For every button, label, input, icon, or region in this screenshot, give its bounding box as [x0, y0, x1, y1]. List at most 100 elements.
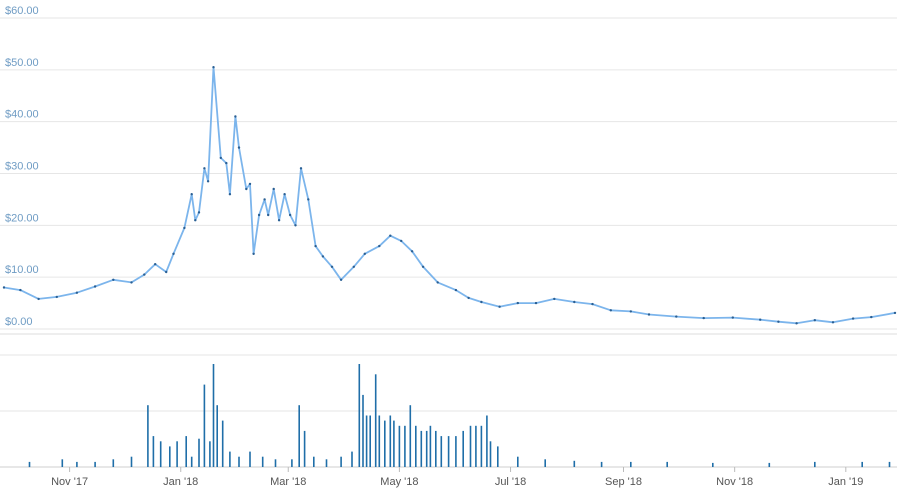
y-tick-label: $20.00 [5, 212, 39, 224]
price-point [314, 244, 317, 248]
price-series [2, 66, 897, 325]
volume-bar [130, 456, 133, 467]
volume-bar [369, 415, 371, 467]
volume-bar [440, 436, 443, 467]
price-point [321, 255, 325, 258]
price-point [675, 315, 678, 318]
volume-bar [147, 405, 149, 467]
price-point [263, 198, 266, 201]
price-point [851, 317, 855, 320]
price-point [516, 301, 519, 305]
volume-bar [351, 451, 353, 467]
price-point [410, 250, 414, 253]
volume-bar [420, 430, 423, 467]
volume-bar [159, 441, 162, 468]
volume-bar [429, 425, 432, 467]
volume-bar [393, 420, 395, 467]
volume-bar [389, 415, 392, 467]
volume-bar [190, 456, 193, 467]
price-point [647, 313, 651, 316]
price-point [454, 288, 458, 292]
volume-bar [313, 456, 315, 467]
volume-bar [462, 430, 464, 467]
volume-bar [768, 462, 771, 467]
price-point [893, 311, 897, 315]
volume-bar [425, 430, 428, 467]
x-tick-label: Nov '18 [716, 476, 753, 488]
price-point [194, 219, 197, 222]
volume-bars [28, 364, 891, 468]
volume-bar [249, 451, 251, 467]
volume-bar [489, 441, 492, 468]
volume-bar [229, 451, 231, 467]
volume-bar [600, 461, 603, 468]
volume-bar [176, 441, 178, 468]
volume-bar [814, 461, 816, 468]
volume-bar [212, 364, 215, 467]
volume-bar [238, 456, 240, 467]
price-point [534, 301, 538, 305]
price-point [436, 281, 439, 284]
volume-bar [480, 425, 483, 467]
price-point [573, 300, 576, 304]
price-point [172, 252, 175, 255]
volume-bar [630, 461, 632, 468]
volume-bar [76, 461, 78, 468]
volume-bar [169, 446, 171, 467]
price-point [75, 291, 79, 294]
price-point [629, 310, 632, 313]
price-point [37, 297, 40, 301]
x-tick-label: Jan '19 [828, 476, 863, 488]
volume-bar [517, 456, 519, 467]
volume-bar [861, 461, 863, 468]
price-point [19, 288, 22, 292]
volume-bar [216, 405, 218, 467]
x-tick-label: May '18 [380, 476, 418, 488]
volume-bar [28, 461, 31, 468]
x-tick-label: Nov '17 [51, 476, 88, 488]
volume-bar [409, 405, 412, 467]
price-point [352, 265, 355, 268]
volume-bar [221, 420, 224, 467]
price-point [777, 320, 780, 323]
price-point [299, 167, 303, 170]
volume-bar [209, 441, 211, 468]
price-point [165, 270, 168, 274]
price-point [307, 198, 310, 201]
x-tick-label: Jan '18 [163, 476, 198, 488]
price-point [831, 321, 835, 324]
price-point [795, 322, 798, 325]
price-point [206, 180, 210, 183]
price-point [225, 161, 228, 165]
y-tick-label: $60.00 [5, 5, 39, 17]
grid-lines [0, 17, 897, 468]
price-point [609, 309, 612, 312]
price-point [813, 319, 816, 322]
price-point [400, 239, 403, 243]
y-tick-label: $30.00 [5, 161, 39, 173]
price-line [3, 66, 896, 325]
volume-bar [497, 446, 499, 467]
price-point [143, 273, 146, 276]
price-point [498, 305, 501, 308]
x-tick-label: Jul '18 [495, 476, 526, 488]
price-point [870, 315, 873, 319]
price-point [234, 115, 237, 118]
x-tick-label: Mar '18 [270, 476, 306, 488]
price-point [339, 278, 343, 281]
volume-bar [261, 456, 264, 467]
y-tick-label: $0.00 [5, 316, 33, 328]
price-point [154, 263, 157, 266]
price-point [212, 66, 215, 69]
volume-bar [340, 456, 342, 467]
price-point [288, 213, 292, 217]
price-point [267, 213, 270, 217]
volume-bar [398, 425, 401, 467]
price-point [219, 156, 222, 160]
price-point [480, 300, 483, 304]
price-point [363, 252, 366, 255]
y-axis-ticks: $60.00 $50.00 $40.00 $30.00 $20.00 $10.00 $0.0… [5, 5, 39, 328]
price-point [252, 252, 255, 255]
price-point [277, 219, 281, 222]
volume-bar [666, 461, 668, 468]
